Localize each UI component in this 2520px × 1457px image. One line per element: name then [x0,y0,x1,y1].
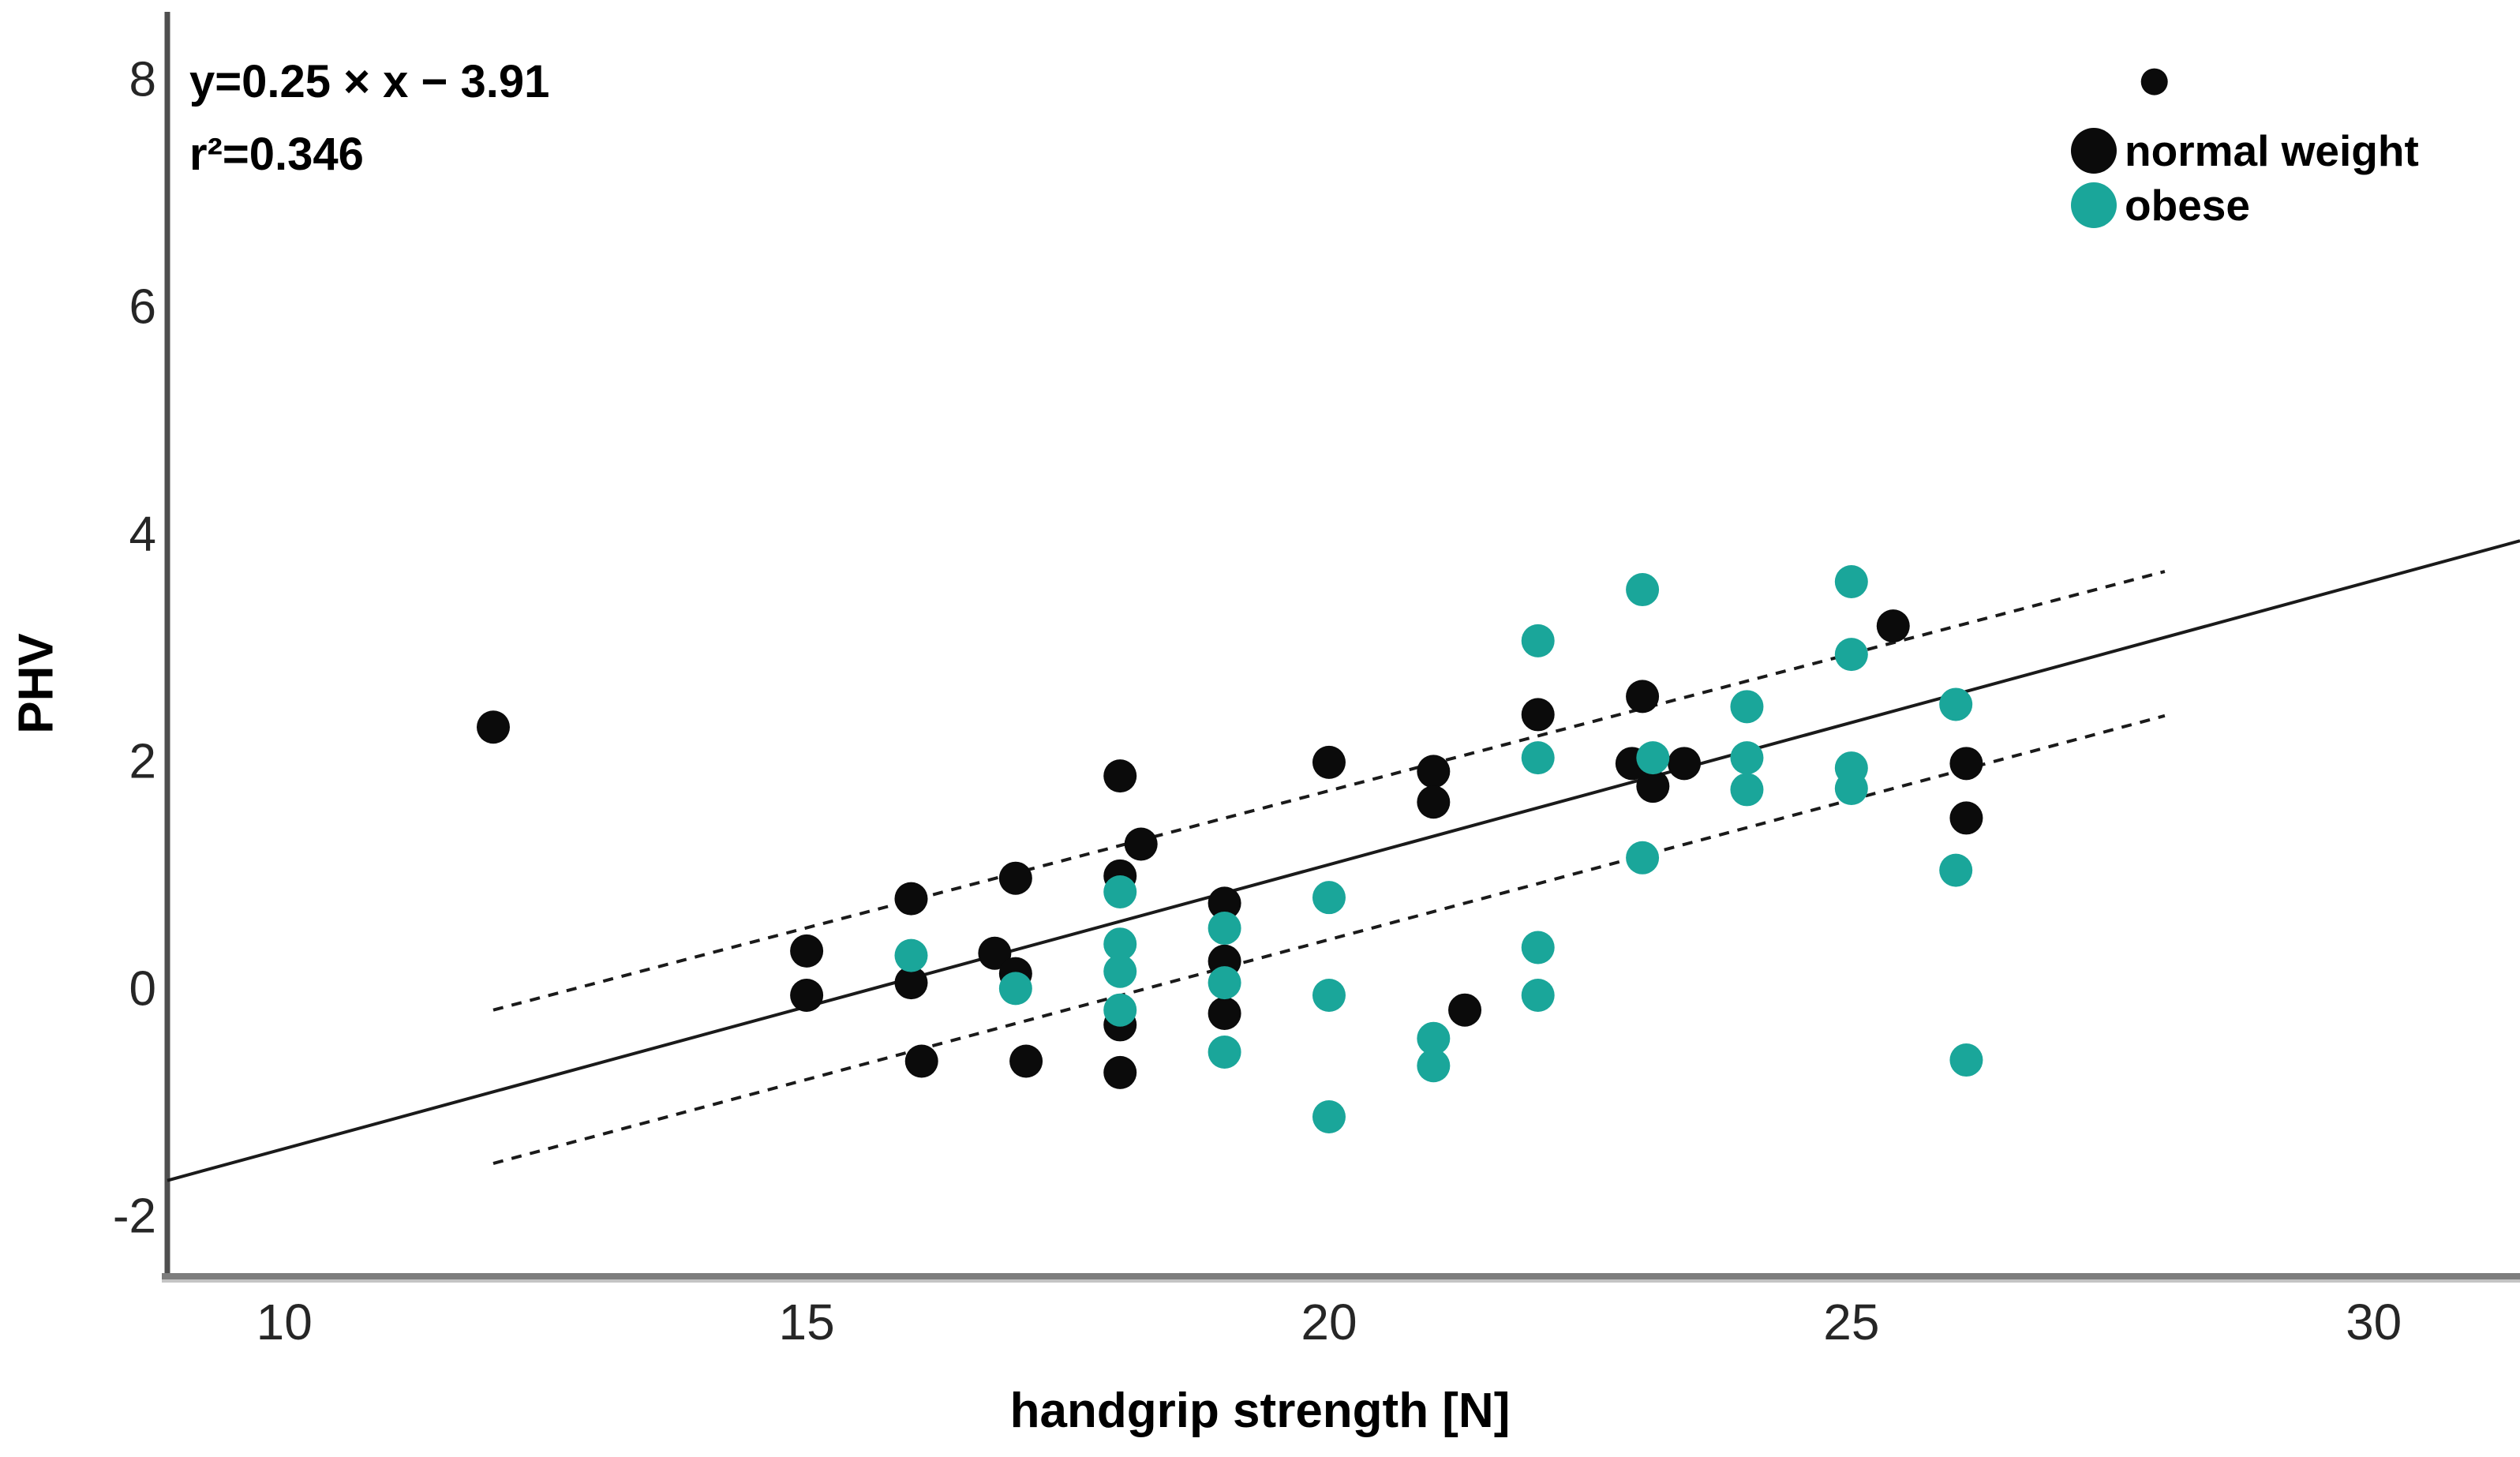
data-point-normal-weight [1626,680,1660,714]
data-point-obese [1939,687,1973,721]
data-point-obese [894,938,928,972]
data-point-normal-weight [1448,993,1482,1027]
data-point-obese [1103,993,1137,1027]
x-tick-label: 25 [1823,1294,1879,1350]
data-point-obese [998,972,1032,1006]
data-point-normal-weight [2140,68,2168,96]
y-axis-title: PHV [9,633,64,734]
x-tick-label: 10 [256,1294,313,1350]
x-axis-line [162,1273,2520,1279]
legend-item-normal-weight: normal weight [2071,123,2419,178]
data-point-obese [1521,741,1555,775]
legend-item-obese: obese [2071,178,2419,232]
data-point-normal-weight [1876,609,1910,643]
data-point-normal-weight [998,861,1032,895]
data-point-normal-weight [790,978,824,1012]
regression-equation: y=0.25 × x − 3.91 [189,56,550,107]
data-point-obese [1521,931,1555,964]
legend: normal weight obese [2071,123,2419,232]
data-point-normal-weight [894,966,928,1000]
data-point-obese [1636,741,1670,775]
data-point-obese [1208,1035,1241,1069]
data-point-normal-weight [1208,997,1241,1031]
data-point-obese [1312,881,1346,915]
data-point-normal-weight [904,1044,938,1078]
data-point-normal-weight [1417,755,1451,788]
x-axis-line-shadow [162,1279,2520,1283]
data-point-obese [1626,573,1660,607]
data-point-normal-weight [1668,747,1702,781]
r-squared-value: r²=0.346 [189,129,364,180]
data-point-obese [1626,841,1660,875]
data-point-obese [1949,1043,1983,1077]
x-axis-title: handgrip strength [N] [1009,1384,1511,1438]
regression-annotation: y=0.25 × x − 3.91 r²=0.346 [189,46,549,191]
data-point-obese [1730,741,1764,775]
data-point-obese [1312,1100,1346,1134]
regression-line [167,539,2520,1182]
confidence-band-lower [492,714,2166,1165]
x-tick-label: 30 [2346,1294,2402,1350]
data-point-normal-weight [1949,747,1983,781]
data-point-normal-weight [1521,698,1555,732]
data-point-obese [1208,966,1241,1000]
y-tick-label: 2 [129,734,156,788]
legend-label-obese: obese [2125,180,2250,230]
data-point-normal-weight [1103,1055,1137,1089]
data-point-obese [1417,1049,1451,1083]
confidence-band-upper [492,570,2166,1012]
data-point-obese [1103,875,1137,908]
data-point-obese [1834,771,1868,805]
obese-marker-icon [2071,182,2117,228]
data-point-obese [1939,853,1973,887]
y-tick-label: 6 [129,280,156,335]
y-tick-label: 8 [129,53,156,107]
data-point-obese [1103,954,1137,988]
data-point-obese [1730,773,1764,807]
data-point-obese [1208,912,1241,946]
data-point-normal-weight [1124,827,1158,861]
data-point-normal-weight [476,710,510,744]
data-point-obese [1834,638,1868,672]
y-tick-label: 0 [129,961,156,1016]
data-point-normal-weight [1949,801,1983,835]
data-point-normal-weight [1208,886,1241,920]
data-point-normal-weight [1636,770,1670,803]
data-point-obese [1834,564,1868,598]
data-point-normal-weight [1417,785,1451,819]
data-point-obese [1521,978,1555,1012]
data-point-obese [1312,978,1346,1012]
y-tick-label: 4 [129,508,156,562]
x-tick-label: 20 [1301,1294,1357,1350]
data-point-obese [1103,927,1137,961]
legend-label-normal-weight: normal weight [2125,125,2419,175]
data-point-normal-weight [1312,745,1346,779]
data-point-normal-weight [1103,759,1137,793]
data-point-normal-weight [1009,1044,1043,1078]
data-point-obese [1417,1021,1451,1055]
data-point-obese [1521,624,1555,657]
data-point-obese [1730,690,1764,724]
data-point-normal-weight [894,882,928,916]
y-tick-label: -2 [113,1189,156,1243]
x-tick-label: 15 [779,1294,835,1350]
normal-weight-marker-icon [2071,127,2117,174]
data-point-normal-weight [790,934,824,968]
data-point-normal-weight [978,936,1012,970]
